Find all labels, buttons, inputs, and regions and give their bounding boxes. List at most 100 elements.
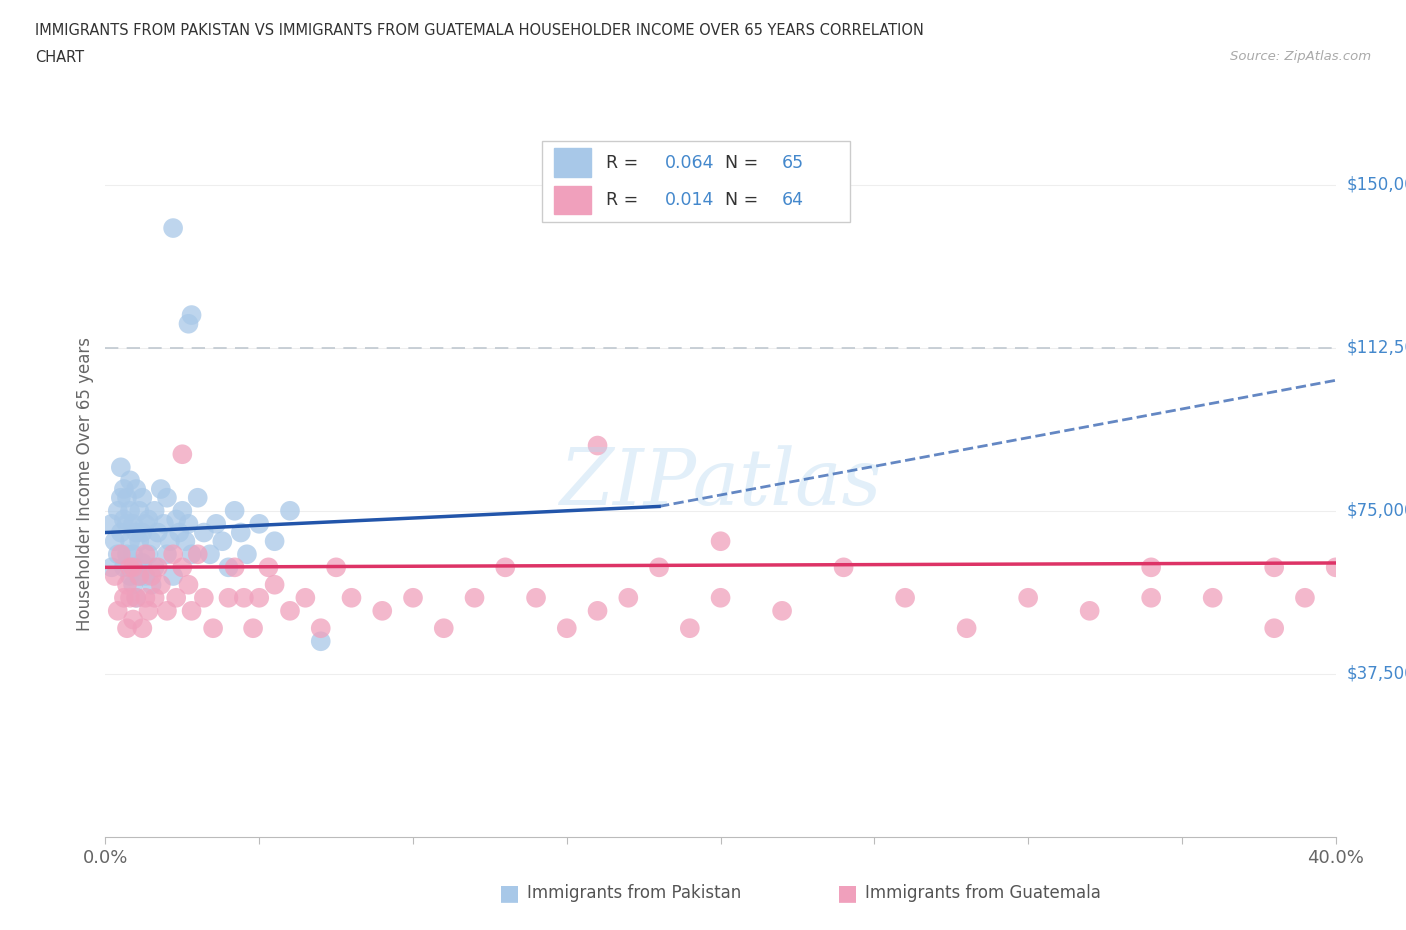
Point: [141, 568, 163, 583]
Point: [107, 503, 129, 518]
Point: [524, 591, 547, 605]
Text: N =: N =: [714, 153, 765, 172]
Point: [146, 525, 169, 540]
Text: 0.014: 0.014: [665, 192, 714, 209]
Point: [894, 591, 917, 605]
Point: [112, 560, 135, 575]
Point: [309, 621, 332, 636]
Point: [402, 591, 425, 605]
Point: [138, 547, 160, 562]
Point: [211, 534, 233, 549]
Point: [218, 591, 240, 605]
Text: Immigrants from Pakistan: Immigrants from Pakistan: [527, 884, 741, 902]
Point: [159, 534, 181, 549]
Point: [433, 621, 456, 636]
Text: $75,000: $75,000: [1347, 502, 1406, 520]
Point: [128, 534, 150, 549]
Point: [180, 604, 202, 618]
Point: [110, 459, 132, 474]
Point: [202, 621, 225, 636]
Point: [134, 591, 156, 605]
Point: [156, 547, 179, 562]
Point: [205, 516, 228, 531]
Point: [143, 591, 166, 605]
Point: [128, 503, 150, 518]
Point: [956, 621, 979, 636]
Point: [1017, 591, 1039, 605]
Point: [156, 490, 179, 505]
Point: [172, 503, 194, 518]
Point: [115, 490, 138, 505]
Point: [1263, 621, 1285, 636]
Point: [149, 578, 172, 592]
Point: [247, 516, 270, 531]
Point: [162, 220, 184, 235]
Point: [770, 604, 793, 618]
Point: [679, 621, 702, 636]
Point: [141, 534, 163, 549]
Point: [1078, 604, 1101, 618]
Point: [224, 503, 246, 518]
Point: [586, 604, 609, 618]
Point: [112, 591, 135, 605]
Point: [120, 503, 141, 518]
Text: ■: ■: [837, 883, 858, 903]
Point: [162, 547, 184, 562]
Point: [122, 612, 145, 627]
Point: [125, 482, 148, 497]
Point: [180, 547, 202, 562]
Text: N =: N =: [714, 192, 765, 209]
Point: [143, 560, 166, 575]
Point: [232, 591, 254, 605]
Bar: [554, 186, 592, 214]
Point: [115, 621, 138, 636]
Point: [198, 547, 221, 562]
Point: [193, 591, 215, 605]
Point: [138, 512, 160, 527]
Point: [149, 482, 172, 497]
Point: [134, 547, 156, 562]
Point: [100, 516, 122, 531]
Point: [648, 560, 671, 575]
Point: [1294, 591, 1316, 605]
Point: [122, 547, 145, 562]
Point: [617, 591, 640, 605]
Text: 64: 64: [782, 192, 804, 209]
Point: [134, 516, 156, 531]
Text: $112,500: $112,500: [1347, 339, 1406, 357]
Point: [165, 512, 187, 527]
Text: Immigrants from Guatemala: Immigrants from Guatemala: [865, 884, 1101, 902]
Point: [263, 578, 285, 592]
Point: [1140, 560, 1163, 575]
Text: $150,000: $150,000: [1347, 176, 1406, 193]
Point: [110, 547, 132, 562]
FancyBboxPatch shape: [543, 140, 849, 222]
Y-axis label: Householder Income Over 65 years: Householder Income Over 65 years: [76, 337, 94, 631]
Point: [141, 578, 163, 592]
Point: [586, 438, 609, 453]
Point: [128, 568, 150, 583]
Point: [257, 560, 280, 575]
Point: [112, 482, 135, 497]
Point: [156, 604, 179, 618]
Point: [143, 503, 166, 518]
Point: [177, 516, 200, 531]
Point: [278, 604, 301, 618]
Point: [172, 446, 194, 461]
Point: [294, 591, 316, 605]
Point: [107, 604, 129, 618]
Text: IMMIGRANTS FROM PAKISTAN VS IMMIGRANTS FROM GUATEMALA HOUSEHOLDER INCOME OVER 65: IMMIGRANTS FROM PAKISTAN VS IMMIGRANTS F…: [35, 23, 924, 38]
Point: [229, 525, 252, 540]
Point: [187, 490, 209, 505]
Point: [110, 490, 132, 505]
Point: [125, 591, 148, 605]
Point: [247, 591, 270, 605]
Point: [371, 604, 394, 618]
Point: [325, 560, 347, 575]
Text: ZIPatlas: ZIPatlas: [560, 445, 882, 522]
Text: CHART: CHART: [35, 50, 84, 65]
Point: [138, 604, 160, 618]
Point: [224, 560, 246, 575]
Point: [110, 525, 132, 540]
Point: [218, 560, 240, 575]
